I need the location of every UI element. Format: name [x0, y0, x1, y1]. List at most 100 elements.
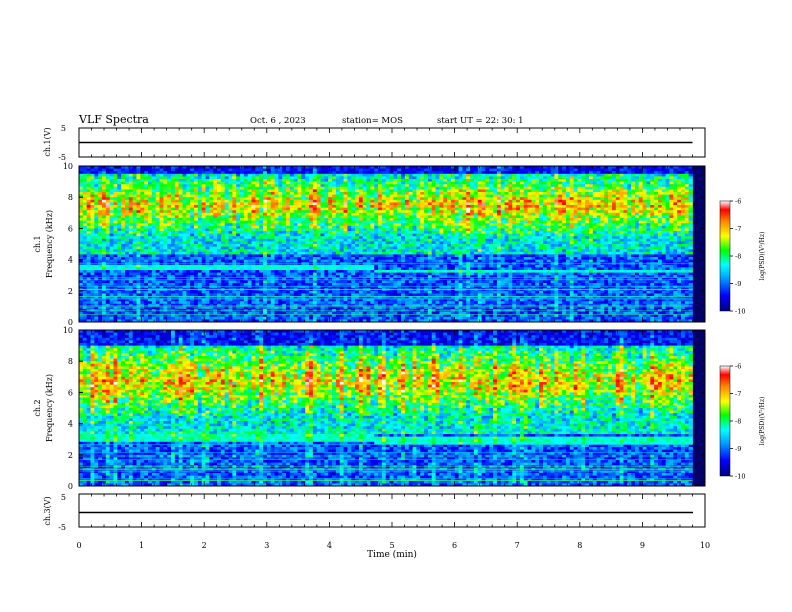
spectrogram-cell [339, 257, 344, 260]
spectrogram-cell [171, 283, 176, 286]
spectrogram-cell [355, 298, 360, 302]
spectrogram-cell [148, 275, 153, 279]
spectrogram-cell [194, 181, 199, 185]
spectrogram-cell [190, 179, 195, 182]
spectrogram-cell [132, 173, 137, 177]
spectrogram-cell [263, 179, 268, 182]
spectrogram-cell [374, 311, 379, 315]
spectrogram-cell [378, 257, 383, 260]
spectrogram-cell [374, 259, 379, 263]
spectrogram-cell [105, 218, 111, 221]
spectrogram-cell [228, 236, 233, 240]
spectrogram-cell [259, 210, 264, 214]
spectrogram-cell [125, 293, 130, 297]
spectrogram-cell [332, 166, 337, 169]
spectrogram-cell [132, 181, 137, 185]
spectrogram-cell [228, 251, 233, 255]
spectrogram-cell [366, 210, 371, 214]
spectrogram-cell [255, 171, 260, 175]
spectrogram-cell [236, 171, 241, 175]
spectrogram-cell [105, 285, 111, 289]
spectrogram-cell [328, 311, 333, 315]
spectrogram-cell [197, 275, 203, 279]
spectrogram-cell [282, 176, 287, 180]
spectrogram-cell [102, 197, 107, 201]
spectrogram-cell [374, 316, 379, 320]
spectrogram-cell [79, 202, 84, 206]
spectrogram-cell [136, 205, 141, 208]
spectrogram-cell [335, 254, 341, 258]
spectrogram-cell [274, 254, 279, 258]
spectrogram-cell [263, 283, 268, 286]
spectrogram-cell [209, 223, 214, 227]
spectrogram-cell [332, 192, 337, 195]
spectrogram-cell [381, 285, 387, 289]
spectrogram-cell [109, 215, 114, 219]
spectrogram-cell [82, 306, 88, 310]
spectrogram-cell [174, 277, 180, 281]
spectrogram-cell [182, 168, 187, 172]
spectrogram-cell [220, 270, 226, 273]
spectrogram-cell [335, 207, 341, 211]
spectrogram-cell [113, 218, 118, 221]
spectrogram-cell [224, 275, 229, 279]
spectrogram-cell [159, 254, 164, 258]
spectrogram-cell [389, 207, 394, 211]
spectrogram-cell [270, 290, 275, 294]
spectrogram-cell [305, 199, 310, 203]
spectrogram-cell [220, 244, 226, 247]
spectrogram-cell [247, 207, 252, 211]
spectrogram-cell [362, 228, 367, 232]
spectrogram-cell [312, 236, 318, 240]
spectrogram-cell [186, 181, 191, 185]
spectrogram-cell [240, 207, 245, 211]
spectrogram-cell [217, 176, 222, 180]
spectrogram-cell [194, 220, 199, 224]
spectrogram-cell [328, 285, 333, 289]
spectrogram-cell [201, 293, 206, 297]
spectrogram-cell [125, 228, 130, 232]
spectrogram-cell [224, 192, 229, 195]
spectrogram-cell [102, 186, 107, 190]
spectrogram-cell [393, 231, 398, 234]
spectrogram-cell [270, 272, 275, 276]
spectrogram-cell [312, 285, 318, 289]
spectrogram-cell [358, 262, 364, 266]
spectrogram-cell [163, 257, 168, 260]
spectrogram-cell [194, 210, 199, 214]
spectrogram-cell [113, 192, 118, 195]
spectrogram-cell [301, 179, 306, 182]
spectrogram-cell [339, 306, 344, 310]
spectrogram-cell [270, 311, 275, 315]
spectrogram-cell [324, 301, 329, 305]
spectrogram-cell [128, 199, 134, 203]
spectrogram-cell [213, 218, 218, 221]
spectrogram-cell [148, 267, 153, 271]
spectrogram-cell [155, 246, 160, 250]
spectrogram-cell [236, 280, 241, 284]
spectrogram-cell [98, 166, 103, 169]
spectrogram-cell [205, 316, 210, 320]
spectrogram-cell [370, 238, 375, 242]
spectrogram-cell [270, 231, 275, 234]
spectrogram-cell [278, 218, 283, 221]
spectrogram-cell [205, 173, 210, 177]
spectrogram-cell [355, 176, 360, 180]
spectrogram-cell [370, 173, 375, 177]
spectrogram-cell [186, 251, 191, 255]
spectrogram-cell [224, 314, 229, 318]
spectrogram-cell [355, 246, 360, 250]
spectrogram-cell [274, 319, 279, 323]
spectrogram-cell [286, 277, 291, 281]
spectrogram-cell [209, 272, 214, 276]
spectrogram-cell [167, 254, 172, 258]
spectrogram-cell [378, 223, 383, 227]
spectrogram-cell [351, 181, 356, 185]
spectrogram-cell [144, 236, 149, 240]
spectrogram-cell [324, 228, 329, 232]
spectrogram-cell [378, 228, 383, 232]
spectrogram-cell [293, 293, 298, 297]
spectrogram-cell [301, 283, 306, 286]
spectrogram-cell [220, 298, 226, 302]
spectrogram-cell [174, 210, 180, 214]
